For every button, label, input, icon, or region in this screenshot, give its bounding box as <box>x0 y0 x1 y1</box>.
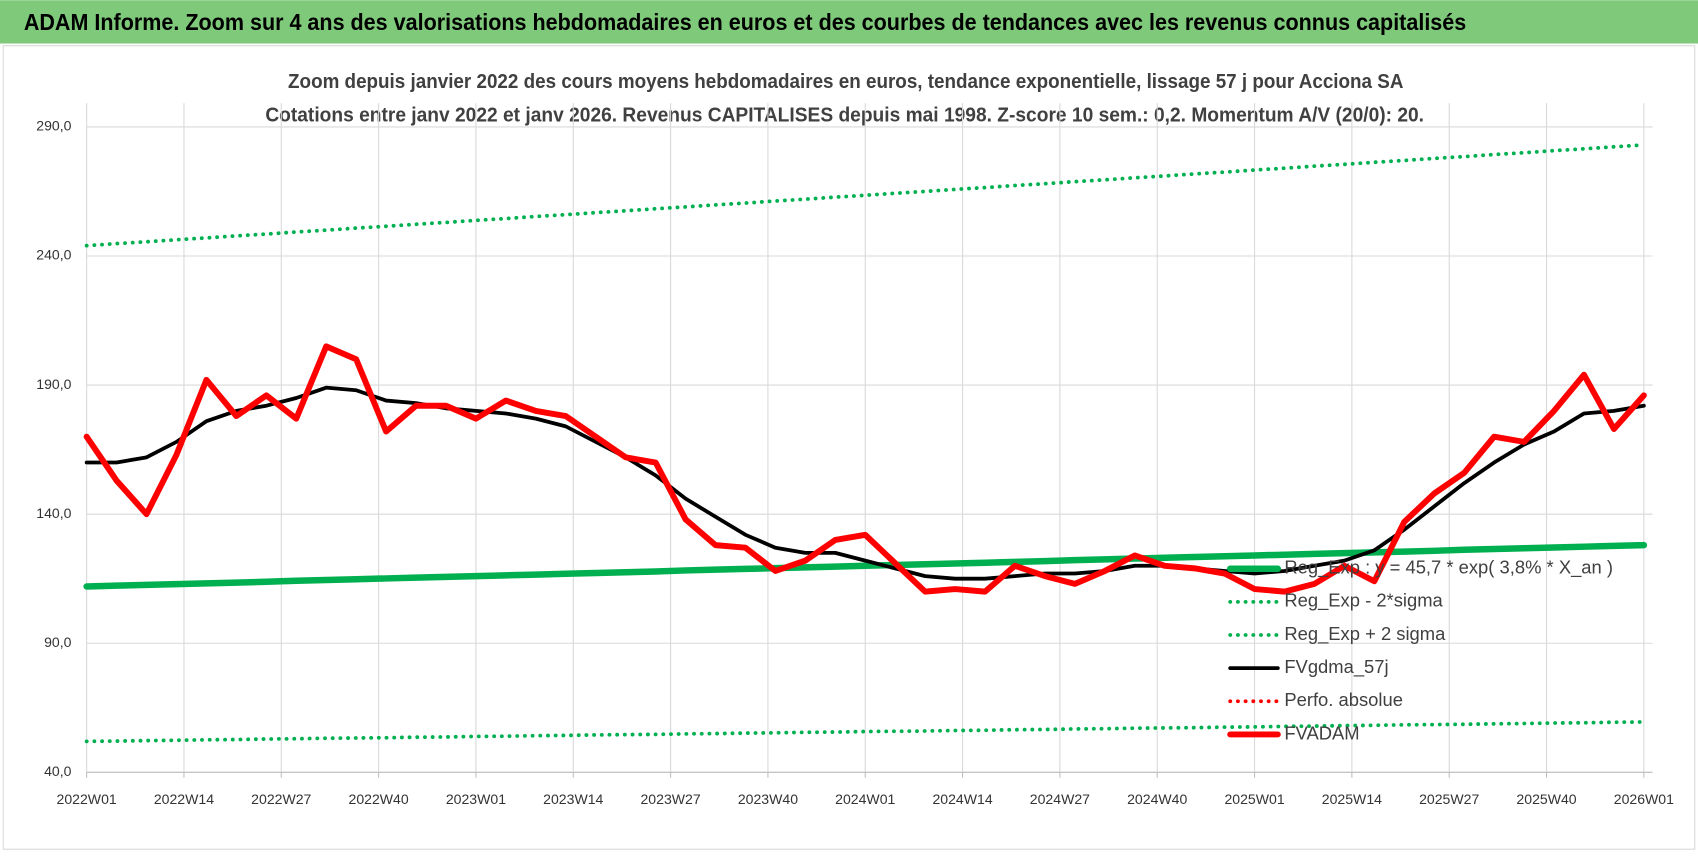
x-tick-label: 2024W14 <box>932 791 992 807</box>
chart-subtitle: Cotations entre janv 2022 et janv 2026. … <box>265 104 1424 127</box>
series-line <box>83 343 1647 595</box>
x-tick-label: 2024W40 <box>1127 791 1187 807</box>
chart-title: Zoom depuis janvier 2022 des cours moyen… <box>288 70 1404 93</box>
x-tick-label: 2023W01 <box>446 791 506 807</box>
header-bar <box>0 0 1698 44</box>
chart-frame <box>2 45 1696 850</box>
y-tick-label: 240,0 <box>36 247 71 263</box>
series-line <box>84 385 1646 581</box>
y-tick-label: 40,0 <box>44 763 72 779</box>
x-tick-label: 2025W40 <box>1516 791 1576 807</box>
series-line <box>84 143 1646 248</box>
x-tick-label: 2022W40 <box>349 791 409 807</box>
legend-label: Reg_Exp : y = 45,7 * exp( 3,8% * X_an ) <box>1284 557 1613 579</box>
x-tick-label: 2023W14 <box>543 791 603 807</box>
x-tick-label: 2025W01 <box>1224 791 1284 807</box>
y-tick-label: 190,0 <box>36 376 71 392</box>
series-line <box>84 720 1646 744</box>
x-tick-label: 2024W27 <box>1030 791 1090 807</box>
y-tick-label: 140,0 <box>36 505 71 521</box>
x-tick-label: 2022W27 <box>251 791 311 807</box>
x-tick-label: 2024W01 <box>835 791 895 807</box>
series-line <box>83 541 1648 590</box>
x-tick-label: 2023W40 <box>738 791 798 807</box>
legend-label: Reg_Exp - 2*sigma <box>1284 590 1443 612</box>
legend-label: Reg_Exp + 2 sigma <box>1284 623 1446 645</box>
x-tick-label: 2025W27 <box>1419 791 1479 807</box>
header-title: ADAM Informe. Zoom sur 4 ans des valoris… <box>24 9 1466 35</box>
x-tick-label: 2022W14 <box>154 791 214 807</box>
x-tick-label: 2022W01 <box>57 791 117 807</box>
y-tick-label: 290,0 <box>36 118 71 134</box>
legend-label: FVADAM <box>1284 722 1359 743</box>
x-tick-label: 2023W27 <box>640 791 700 807</box>
x-tick-label: 2026W01 <box>1614 791 1674 807</box>
legend-label: Perfo. absolue <box>1284 689 1403 710</box>
y-tick-label: 90,0 <box>44 634 72 650</box>
legend-label: FVgdma_57j <box>1284 656 1388 678</box>
x-tick-label: 2025W14 <box>1322 791 1382 807</box>
